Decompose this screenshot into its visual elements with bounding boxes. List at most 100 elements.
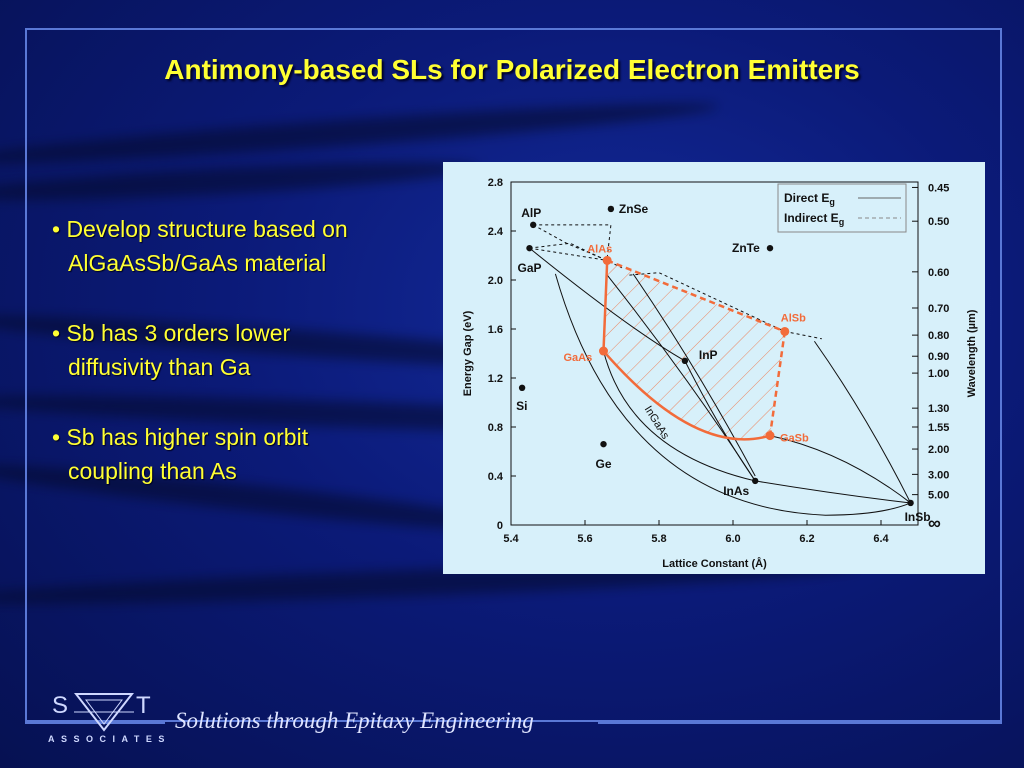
company-logo: S T ASSOCIATES [46, 690, 164, 746]
point-label-gaas: GaAs [564, 352, 593, 364]
bullet-line: • Sb has higher spin orbit [52, 424, 309, 450]
data-point-znte [766, 244, 774, 252]
alloy-edge-gaas-gasb [602, 350, 771, 441]
legend-label: Indirect Eg [784, 211, 844, 227]
data-point-gasb [765, 431, 775, 441]
y2-tick-label: 1.55 [928, 422, 949, 434]
y2-tick-label: 2.00 [928, 444, 949, 456]
bandgap-figure: 5.4 5.6 5.8 6.0 6.2 6.4 0 0.4 0.8 1.2 1.6 2.0 2.4 2.8… [443, 162, 985, 574]
alloy-edge-alsb-gasb [768, 331, 787, 436]
bullet-line: diffusivity than Ga [68, 354, 251, 380]
y-tick-label: 1.2 [488, 373, 503, 385]
alloy-curve-direct [813, 340, 912, 504]
y-tick-label: 1.6 [488, 324, 503, 336]
alloy-curve-indirect [784, 330, 822, 340]
x-tick-label: 6.0 [725, 533, 740, 545]
alloy-curve-direct [606, 274, 756, 482]
data-point-gap [526, 244, 533, 252]
point-label-alsb: AlSb [781, 312, 806, 324]
logo-v-mark [74, 693, 134, 732]
y2-tick-label: ∞ [928, 513, 941, 533]
y2-tick-label: 0.50 [928, 216, 949, 228]
x-tick-label: 6.4 [873, 533, 889, 545]
y2-tick-label: 0.60 [928, 267, 949, 279]
legend-label: Direct Eg [784, 191, 835, 207]
point-label-alas: AlAs [587, 243, 612, 255]
y-tick-label: 2.0 [488, 275, 503, 287]
data-point-inas [752, 477, 759, 485]
alloy-curve-direct [554, 273, 911, 516]
bullet-line: • Develop structure based on [52, 216, 348, 242]
alloy-curve-direct [632, 273, 756, 477]
data-point-znse [607, 205, 615, 213]
point-label-znte: ZnTe [732, 241, 760, 255]
legend-subscript: g [839, 217, 845, 227]
data-point-gaas [599, 346, 608, 356]
y-axis-label: Energy Gap (eV) [462, 310, 474, 396]
point-label-si: Si [516, 399, 527, 413]
x-axis-label: Lattice Constant (Å) [662, 557, 767, 570]
y2-tick-label: 3.00 [928, 469, 949, 481]
point-label-gap: GaP [518, 261, 542, 275]
alloy-curve-indirect [629, 272, 786, 332]
logo-letter: T [136, 692, 151, 719]
y-tick-label: 0.8 [488, 422, 503, 434]
alloy-curve-direct [755, 480, 911, 504]
slide-title: Antimony-based SLs for Polarized Electro… [164, 54, 860, 85]
x-tick-label: 5.6 [577, 533, 592, 545]
logo-letter: S [52, 692, 69, 719]
alloy-curve-direct [529, 247, 686, 362]
alalloy-edge-alas-gaas [602, 260, 609, 352]
alloy-curve-direct [769, 435, 911, 504]
alloy-curve-indirect [533, 224, 612, 259]
data-point-alas [602, 255, 612, 265]
bullet-item: • Sb has 3 orders lower diffusivity than… [52, 316, 442, 384]
y2-axis-label: Wavelength (µm) [966, 309, 978, 397]
data-point-alsb [780, 326, 790, 336]
alloy-curve-indirect [529, 247, 608, 261]
y2-tick-label: 0.80 [928, 330, 949, 342]
bullet-item: • Sb has higher spin orbit coupling than… [52, 420, 442, 488]
y2-tick-label: 0.90 [928, 351, 949, 363]
point-label-inas: InAs [723, 484, 749, 498]
data-point-alp [530, 221, 537, 229]
bullet-line: AlGaAsSb/GaAs material [68, 250, 327, 276]
y2-tick-label: 0.45 [928, 182, 949, 194]
y-tick-label: 2.4 [488, 226, 504, 238]
alloy-curve-direct [603, 350, 756, 482]
bullet-line: coupling than As [68, 458, 237, 484]
footer-divider [598, 722, 1002, 724]
y2-tick-label: 0.70 [928, 303, 949, 315]
x-tick-label: 5.8 [651, 533, 666, 545]
footer-divider [25, 722, 165, 724]
alloy-region [603, 260, 785, 440]
point-label-alp: AlP [521, 206, 541, 220]
legend-subscript: g [829, 197, 835, 207]
alloy-edge-alas-alsb [606, 259, 786, 333]
plot-area [510, 181, 919, 526]
data-point-ge [600, 440, 607, 448]
data-point-si [518, 384, 526, 391]
y-tick-label: 0 [497, 520, 503, 532]
logo-subtitle: ASSOCIATES [48, 734, 171, 744]
y-tick-label: 2.8 [488, 177, 503, 189]
bullet-item: • Develop structure based on AlGaAsSb/Ga… [52, 212, 442, 280]
data-point-inp [681, 357, 689, 365]
point-label-gasb: GaSb [780, 433, 809, 445]
bullet-list: • Develop structure based on AlGaAsSb/Ga… [52, 212, 442, 524]
data-point-insb [907, 499, 914, 507]
point-label-znse: ZnSe [619, 202, 649, 216]
bandgap-chart: 5.4 5.6 5.8 6.0 6.2 6.4 0 0.4 0.8 1.2 1.6 2.0 2.4 2.8… [462, 177, 978, 570]
bullet-line: • Sb has 3 orders lower [52, 320, 291, 346]
point-label-ge: Ge [596, 457, 612, 471]
slide-frame [25, 28, 1002, 722]
y2-tick-label: 1.30 [928, 403, 949, 415]
x-tick-label: 5.4 [503, 533, 519, 545]
footer-tagline: Solutions through Epitaxy Engineering [175, 708, 534, 733]
y2-tick-label: 5.00 [928, 490, 949, 502]
y2-tick-label: 1.00 [928, 368, 949, 380]
point-label-inp: InP [699, 348, 718, 362]
legend-box [777, 183, 907, 233]
x-tick-label: 6.2 [799, 533, 814, 545]
point-label-insb: InSb [905, 510, 931, 524]
